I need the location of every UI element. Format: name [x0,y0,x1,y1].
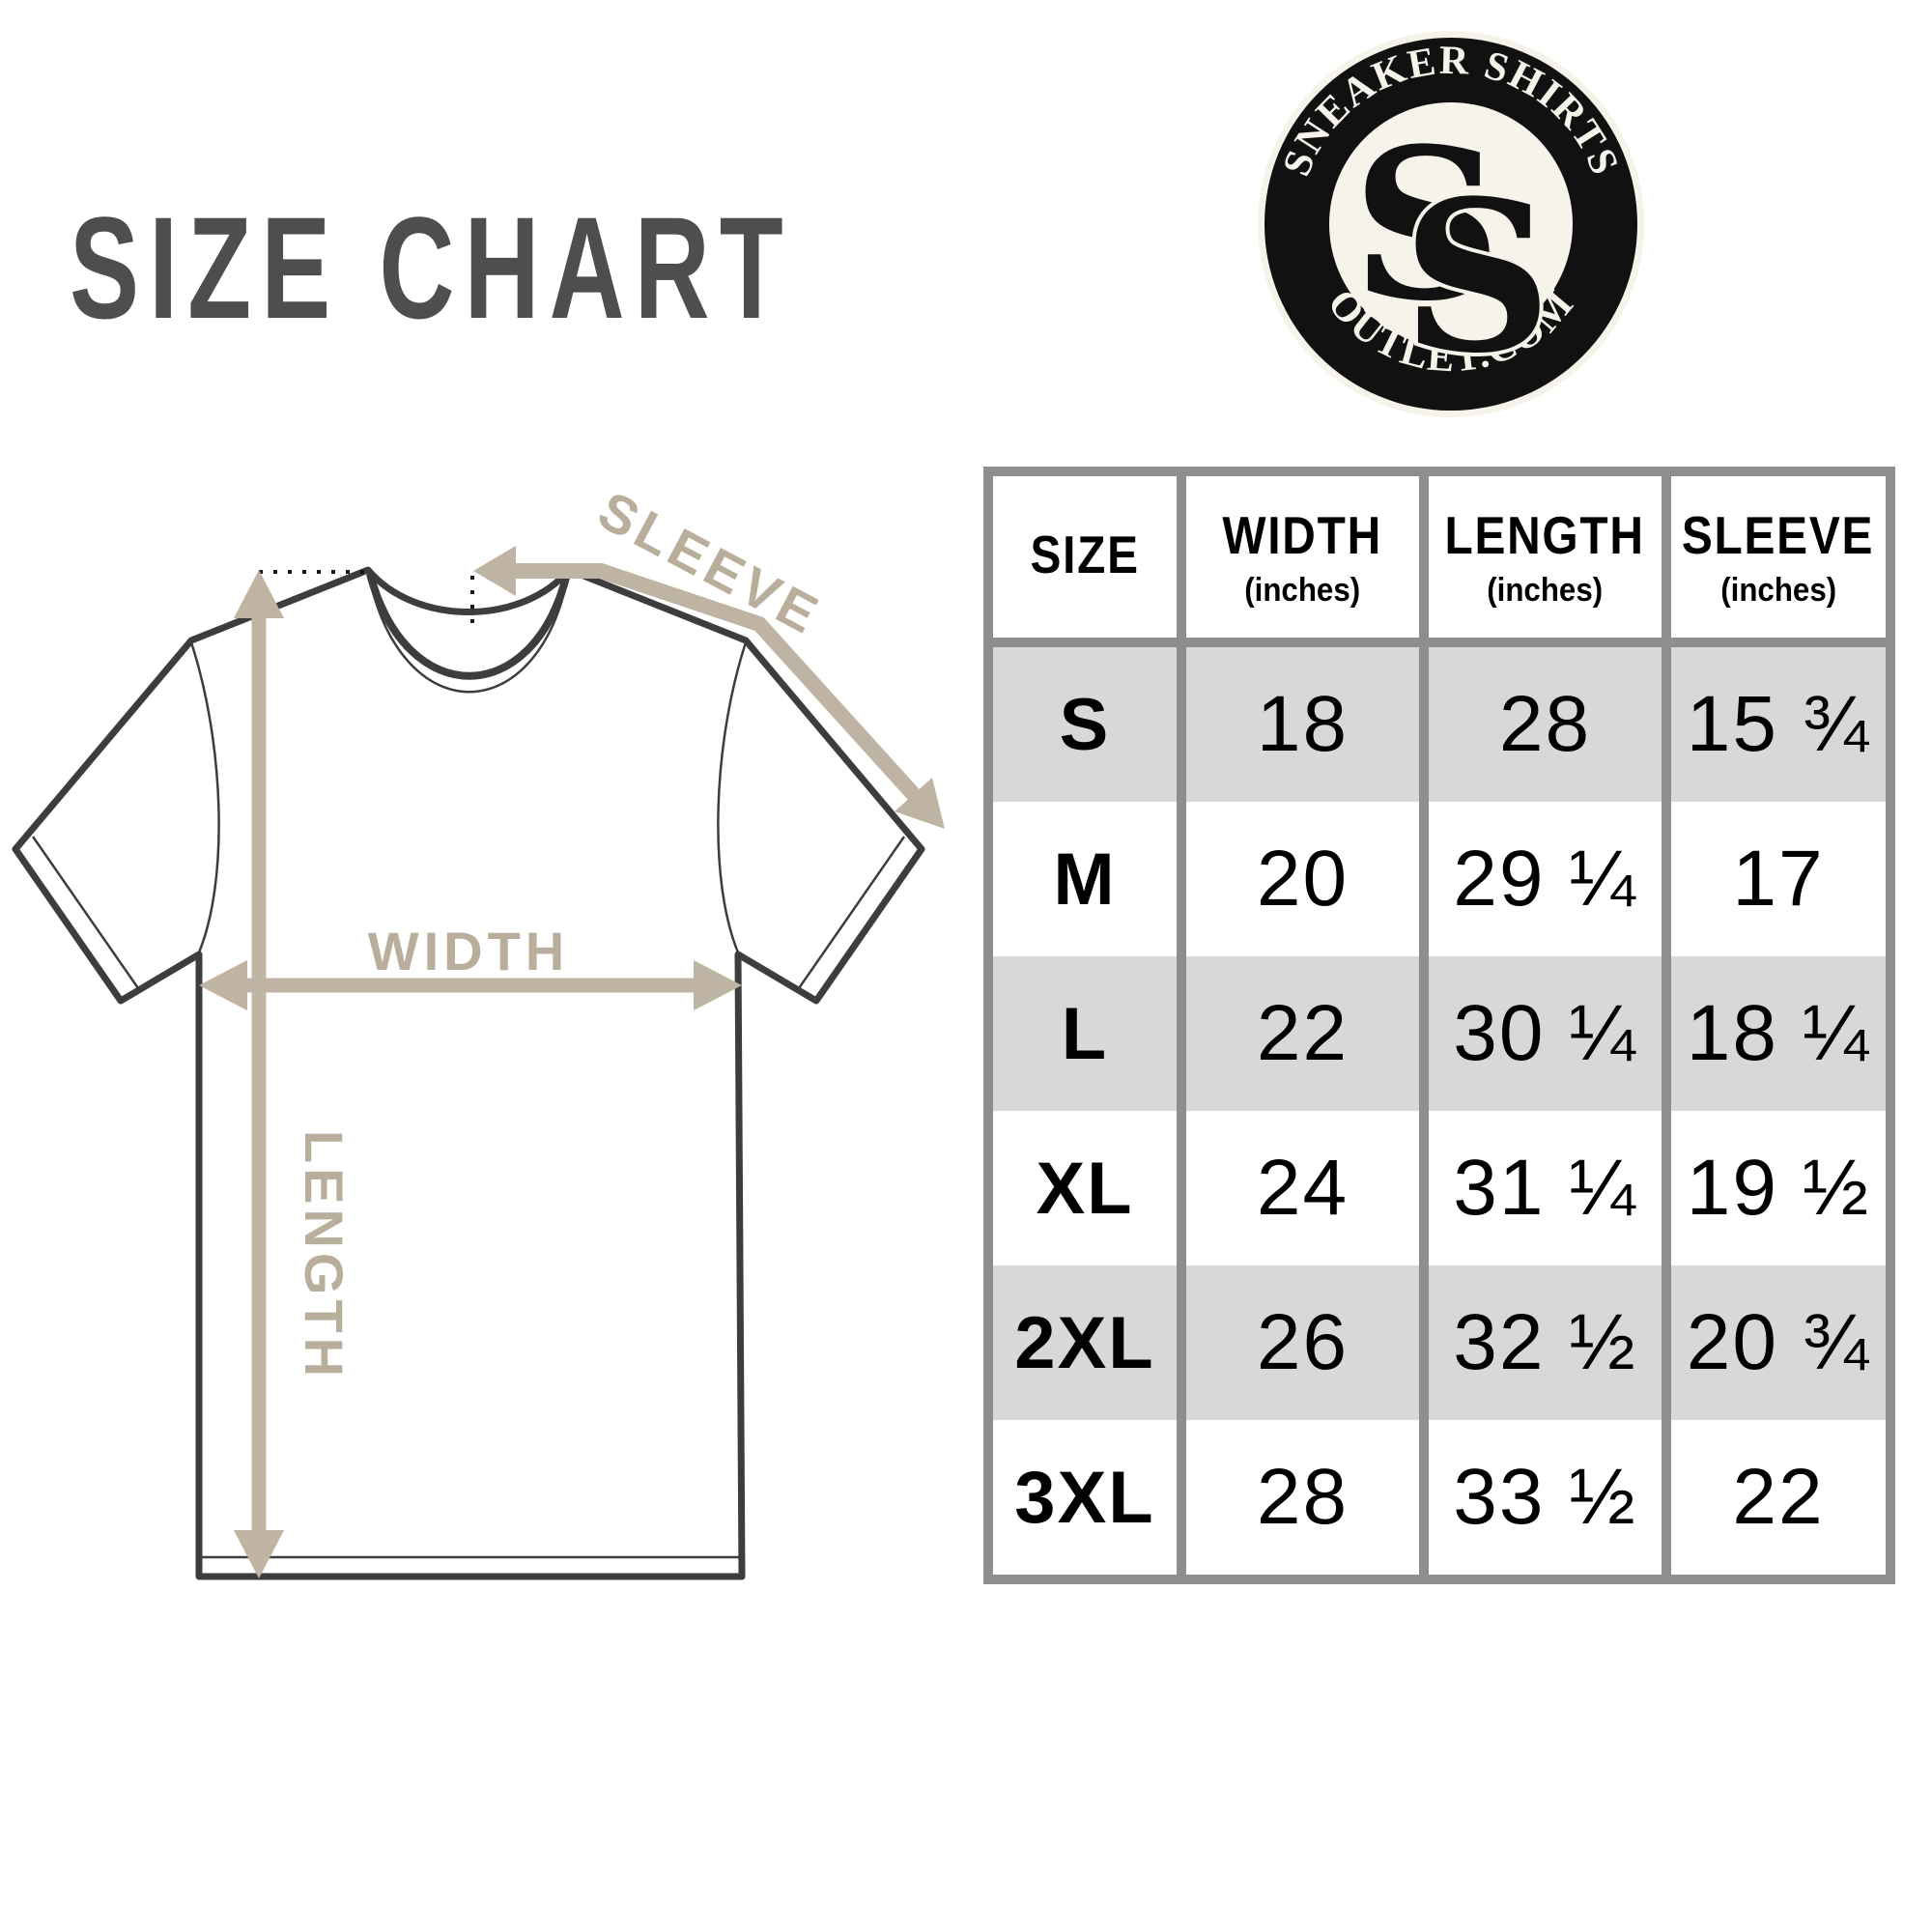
col-header-size: SIZE [993,476,1177,647]
length-cell: 31 ¼ [1429,1111,1662,1265]
sleeve-arrow-icon [473,546,945,829]
tshirt-outline [12,566,925,1580]
length-cell: 28 [1429,647,1662,802]
col-header-sub: (inches) [1720,572,1836,609]
ss-monogram-icon: S S [1351,102,1555,403]
col-header-label: SLEEVE [1682,505,1875,565]
width-cell: 22 [1186,956,1419,1111]
svg-text:S: S [1402,155,1551,399]
width-arrow-icon [199,960,742,1010]
width-cell: 18 [1186,647,1419,802]
sleeve-cell: 19 ½ [1671,1111,1886,1265]
width-label: WIDTH [368,921,570,981]
length-arrow-icon [234,570,284,1578]
length-label: LENGTH [294,1130,355,1381]
sleeve-cell: 18 ¼ [1671,956,1886,1111]
sleeve-cell: 15 ¾ [1671,647,1886,802]
page-title: SIZE CHART [70,186,793,349]
col-header-label: SIZE [1030,524,1140,584]
right-armhole-seam [717,641,748,953]
tshirt-measurement-diagram: SLEEVE WIDTH LENGTH [12,479,945,1580]
size-cell: M [993,802,1177,956]
sleeve-cell: 22 [1671,1420,1886,1575]
brand-logo: SNEAKER SHIRTS OUTLET.COM S S [1258,31,1644,417]
logo-inner-circle [1329,102,1573,346]
size-cell: 3XL [993,1420,1177,1575]
size-cell: S [993,647,1177,802]
width-cell: 26 [1186,1265,1419,1420]
size-cell: 2XL [993,1265,1177,1420]
col-header-label: LENGTH [1444,505,1646,565]
col-header-length: LENGTH (inches) [1429,476,1662,647]
left-cuff-seam [31,836,140,989]
svg-text:S: S [1351,102,1501,347]
length-cell: 33 ½ [1429,1420,1662,1575]
collar-rib-curve [366,572,571,680]
size-cell: XL [993,1111,1177,1265]
sleeve-cell: 17 [1671,802,1886,956]
col-header-width: WIDTH (inches) [1186,476,1419,647]
width-cell: 20 [1186,802,1419,956]
width-cell: 28 [1186,1420,1419,1575]
left-armhole-seam [189,641,220,953]
right-cuff-seam [797,836,906,989]
length-cell: 29 ¼ [1429,802,1662,956]
col-header-label: WIDTH [1222,505,1383,565]
col-header-sleeve: SLEEVE (inches) [1671,476,1886,647]
size-table: SIZE WIDTH (inches) LENGTH (inches) SLEE… [983,467,1895,1584]
col-header-sub: (inches) [1487,572,1604,609]
width-cell: 24 [1186,1111,1419,1265]
length-cell: 32 ½ [1429,1265,1662,1420]
collar-inner-curve [366,570,571,694]
length-cell: 30 ¼ [1429,956,1662,1111]
sleeve-cell: 20 ¾ [1671,1265,1886,1420]
size-cell: L [993,956,1177,1111]
col-header-sub: (inches) [1244,572,1361,609]
